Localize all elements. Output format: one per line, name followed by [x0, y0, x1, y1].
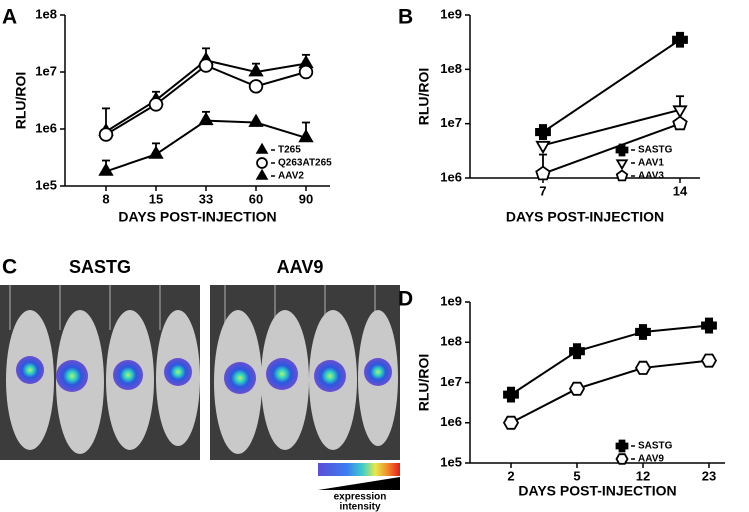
photo-title: SASTG — [69, 257, 131, 277]
y-tick-label: 1e7 — [35, 63, 57, 78]
series-line — [105, 119, 307, 173]
y-tick-label: 1e9 — [440, 6, 462, 21]
point — [98, 127, 114, 142]
y-tick-label: 1e8 — [35, 6, 57, 21]
y-tick-label: 1e7 — [440, 115, 462, 130]
panel-label: D — [398, 288, 413, 311]
panel-label: B — [398, 6, 413, 29]
legend-label: AAV9 — [638, 454, 664, 465]
photo-aav9 — [210, 285, 400, 460]
y-tick-label: 1e9 — [440, 293, 462, 308]
y-axis-title: RLU/ROI — [416, 354, 432, 412]
point — [635, 324, 651, 340]
x-tick-label: 23 — [702, 468, 716, 483]
point — [298, 64, 314, 80]
y-tick-label: 1e8 — [440, 61, 462, 76]
colorbar — [318, 463, 400, 476]
point — [248, 63, 264, 77]
colorbar-wedge — [318, 477, 400, 490]
legend-marker — [255, 142, 269, 154]
point — [503, 386, 519, 403]
legend-marker — [255, 168, 269, 180]
x-axis-title: DAYS POST-INJECTION — [518, 483, 676, 499]
legend-marker — [615, 159, 629, 171]
point — [672, 115, 688, 131]
point — [535, 140, 551, 155]
x-axis-title: DAYS POST-INJECTION — [506, 209, 664, 225]
legend-label: AAV2 — [278, 171, 304, 182]
point — [701, 317, 717, 334]
x-tick-label: 8 — [102, 191, 109, 206]
point — [672, 105, 688, 119]
x-tick-label: 2 — [507, 468, 514, 483]
point — [148, 145, 164, 159]
point — [535, 165, 551, 181]
legend-marker — [615, 169, 629, 182]
series-line — [542, 38, 681, 133]
point — [569, 343, 585, 360]
point — [248, 113, 264, 127]
point — [148, 97, 164, 112]
point — [672, 31, 688, 48]
series-line — [542, 122, 681, 175]
point — [298, 129, 314, 143]
point — [198, 58, 214, 73]
series-line — [542, 108, 681, 147]
point — [634, 360, 652, 375]
photo-sastg — [0, 285, 200, 460]
legend-label: SASTG — [638, 145, 673, 156]
y-tick-label: 1e6 — [35, 120, 57, 135]
x-tick-label: 7 — [539, 183, 546, 198]
y-tick-label: 1e6 — [440, 414, 462, 429]
panel-label: C — [2, 256, 17, 279]
legend-marker — [615, 439, 629, 453]
point — [98, 162, 114, 176]
point — [502, 415, 520, 430]
y-tick-label: 1e7 — [440, 374, 462, 389]
legend-label: Q263AT265 — [278, 158, 332, 169]
legend-label: T265 — [278, 145, 301, 156]
x-axis-title: DAYS POST-INJECTION — [118, 209, 276, 225]
legend-label: AAV1 — [638, 158, 664, 169]
point — [198, 111, 214, 126]
y-tick-label: 1e8 — [440, 334, 462, 349]
x-tick-label: 60 — [249, 191, 263, 206]
legend-label: SASTG — [638, 441, 673, 452]
x-tick-label: 12 — [636, 468, 650, 483]
y-tick-label: 1e5 — [440, 454, 462, 469]
point — [535, 124, 551, 140]
series-line — [510, 324, 710, 396]
legend-marker — [615, 453, 629, 465]
point — [248, 79, 264, 94]
y-tick-label: 1e6 — [440, 169, 462, 184]
x-tick-label: 33 — [199, 191, 213, 206]
y-axis-title: RLU/ROI — [416, 68, 432, 126]
x-tick-label: 90 — [299, 191, 313, 206]
y-tick-label: 1e5 — [35, 177, 57, 192]
photo-title: AAV9 — [277, 257, 324, 277]
point — [700, 353, 718, 368]
y-axis-title: RLU/ROI — [13, 72, 29, 130]
panel-label: A — [2, 6, 17, 29]
legend-marker — [256, 157, 268, 169]
legend-label: AAV3 — [638, 171, 664, 182]
colorbar-label: expression — [334, 492, 387, 503]
legend-marker — [615, 143, 629, 157]
x-tick-label: 14 — [673, 183, 688, 198]
colorbar-label: intensity — [339, 502, 381, 512]
x-tick-label: 5 — [573, 468, 580, 483]
series-line — [510, 359, 710, 424]
x-tick-label: 15 — [149, 191, 163, 206]
point — [568, 381, 586, 396]
